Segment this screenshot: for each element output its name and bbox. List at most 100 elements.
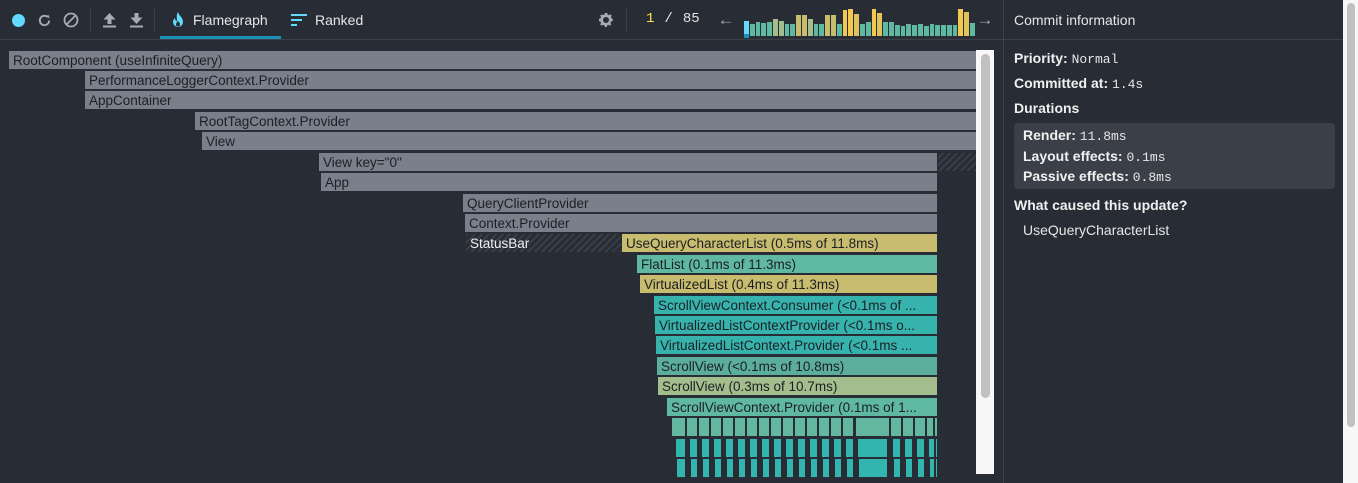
- flamegraph-node[interactable]: [797, 439, 805, 458]
- flamegraph-node[interactable]: [893, 459, 900, 478]
- flamegraph-node[interactable]: [846, 459, 853, 478]
- commit-bar[interactable]: [912, 25, 917, 36]
- flamegraph-node[interactable]: FlatList (0.1ms of 11.3ms): [636, 255, 937, 274]
- next-commit-button[interactable]: →: [975, 10, 995, 30]
- commit-bar[interactable]: [929, 24, 935, 36]
- commit-bar[interactable]: [854, 14, 859, 36]
- flamegraph-node[interactable]: ScrollView (<0.1ms of 10.8ms): [656, 357, 937, 376]
- flamegraph-node[interactable]: [785, 439, 793, 458]
- flamegraph-node[interactable]: [750, 459, 757, 478]
- save-profile-button[interactable]: [126, 10, 146, 30]
- page-scrollbar-thumb[interactable]: [1347, 3, 1355, 427]
- flamegraph-node[interactable]: [842, 418, 853, 437]
- flamegraph-node[interactable]: QueryClientProvider: [462, 194, 937, 213]
- commit-bar[interactable]: [964, 12, 970, 36]
- flamegraph-node[interactable]: [810, 459, 817, 478]
- flamegraph-node[interactable]: [934, 418, 937, 437]
- flamegraph-node[interactable]: [904, 439, 912, 458]
- flamegraph-node[interactable]: [935, 459, 937, 478]
- flamegraph-node[interactable]: [746, 418, 757, 437]
- flamegraph-node[interactable]: RootComponent (useInfiniteQuery): [8, 51, 976, 70]
- flamegraph-node[interactable]: [929, 459, 934, 478]
- load-profile-button[interactable]: [99, 10, 119, 30]
- commit-bar[interactable]: [970, 23, 975, 36]
- commit-bar[interactable]: [790, 24, 796, 36]
- flamegraph-node[interactable]: [758, 418, 769, 437]
- commit-bar[interactable]: [952, 25, 958, 36]
- flamegraph-node[interactable]: View: [201, 132, 976, 151]
- flamegraph-node[interactable]: RootTagContext.Provider: [194, 112, 976, 131]
- commit-bar[interactable]: [772, 19, 778, 36]
- flamegraph-node[interactable]: [738, 459, 745, 478]
- flamegraph-node[interactable]: [822, 459, 829, 478]
- commit-bar[interactable]: [767, 22, 772, 36]
- commit-bar[interactable]: [801, 15, 807, 36]
- flamegraph-node[interactable]: [845, 439, 853, 458]
- flamegraph-node[interactable]: [689, 439, 697, 458]
- prev-commit-button[interactable]: ←: [716, 10, 736, 30]
- commit-bar[interactable]: [917, 24, 923, 36]
- flamegraph-node[interactable]: [914, 418, 925, 437]
- commit-bar[interactable]: [923, 26, 929, 36]
- flamegraph-node[interactable]: [782, 418, 793, 437]
- commit-bar[interactable]: [848, 9, 854, 36]
- flamegraph-node[interactable]: [857, 439, 887, 458]
- commit-bar[interactable]: [778, 21, 784, 36]
- commit-bar[interactable]: [825, 15, 830, 36]
- commit-bar[interactable]: [894, 25, 900, 36]
- flamegraph-node[interactable]: [905, 459, 912, 478]
- flamegraph-node[interactable]: [774, 459, 781, 478]
- flamegraph-node[interactable]: [770, 418, 781, 437]
- flamegraph-node[interactable]: [761, 439, 769, 458]
- flamegraph-node[interactable]: AppContainer: [84, 91, 976, 110]
- flamegraph-node[interactable]: UseQueryCharacterList (0.5ms of 11.8ms): [621, 234, 937, 253]
- flamegraph-node[interactable]: [676, 459, 685, 478]
- flamegraph-node[interactable]: [675, 439, 685, 458]
- flamegraph-node[interactable]: Context.Provider: [464, 214, 937, 233]
- flamegraph-node[interactable]: [834, 459, 841, 478]
- commit-bar[interactable]: [796, 15, 801, 36]
- flamegraph-node[interactable]: [722, 418, 733, 437]
- flamegraph-node[interactable]: [737, 439, 745, 458]
- flamegraph-node[interactable]: [935, 439, 937, 458]
- flamegraph-node[interactable]: StatusBar: [465, 234, 621, 253]
- commit-bar[interactable]: [906, 24, 912, 36]
- flamegraph-node[interactable]: [734, 418, 745, 437]
- flamegraph-node[interactable]: [701, 439, 709, 458]
- flamegraph-node[interactable]: [928, 439, 934, 458]
- flamegraph-node[interactable]: [702, 459, 709, 478]
- flamegraph-node[interactable]: PerformanceLoggerContext.Provider: [84, 71, 976, 90]
- flamegraph-node[interactable]: App: [320, 173, 937, 192]
- tab-ranked[interactable]: Ranked: [291, 0, 363, 40]
- flamegraph-node[interactable]: ScrollViewContext.Provider (0.1ms of 1..…: [666, 398, 937, 417]
- flamegraph-node[interactable]: [798, 459, 805, 478]
- clear-button[interactable]: [61, 10, 81, 30]
- flamegraph-node[interactable]: VirtualizedListContextProvider (<0.1ms o…: [654, 316, 937, 335]
- commit-bar[interactable]: [935, 25, 941, 36]
- flamegraph-node[interactable]: [710, 418, 721, 437]
- flamegraph-node[interactable]: View key="0": [318, 153, 937, 172]
- commit-bar[interactable]: [859, 24, 865, 36]
- cause-component-link[interactable]: UseQueryCharacterList: [1023, 221, 1170, 238]
- flamegraph-node[interactable]: [937, 153, 976, 172]
- flamegraph-node[interactable]: [794, 418, 805, 437]
- flamegraph-node[interactable]: [698, 418, 709, 437]
- flamegraph-node[interactable]: [833, 439, 841, 458]
- flamegraph-node[interactable]: [806, 418, 817, 437]
- flamegraph-node[interactable]: [809, 439, 817, 458]
- commit-bar[interactable]: [871, 9, 877, 36]
- commit-bar[interactable]: [749, 24, 755, 36]
- flamegraph-node[interactable]: [726, 459, 733, 478]
- flamegraph-node[interactable]: [773, 439, 781, 458]
- commit-bar[interactable]: [900, 26, 906, 36]
- commit-bar[interactable]: [958, 9, 964, 36]
- reload-button[interactable]: [34, 10, 54, 30]
- flamegraph-node[interactable]: [830, 418, 841, 437]
- flamegraph-node[interactable]: [725, 439, 733, 458]
- flamegraph-node[interactable]: [671, 418, 685, 437]
- flamegraph-node[interactable]: [762, 459, 769, 478]
- commit-bar[interactable]: [865, 22, 871, 36]
- flamegraph-node[interactable]: [917, 459, 924, 478]
- flamegraph-scrollbar-thumb[interactable]: [981, 54, 990, 398]
- commit-bar[interactable]: [744, 21, 749, 36]
